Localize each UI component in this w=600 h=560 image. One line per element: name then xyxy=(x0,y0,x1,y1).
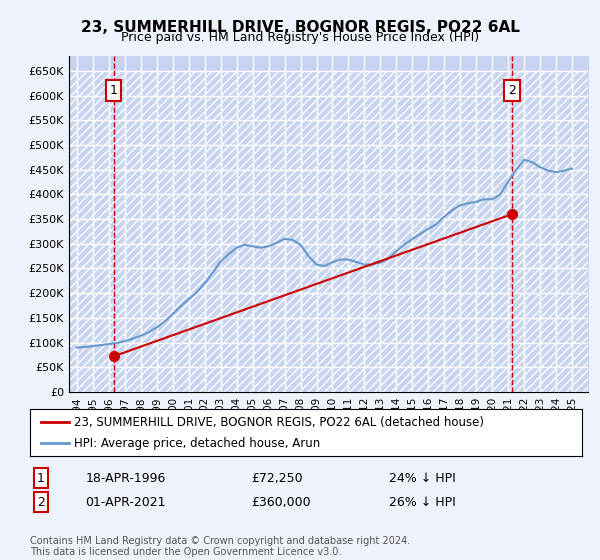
Text: £72,250: £72,250 xyxy=(251,472,302,484)
Text: 18-APR-1996: 18-APR-1996 xyxy=(85,472,166,484)
Text: £360,000: £360,000 xyxy=(251,496,310,508)
Text: 1: 1 xyxy=(37,472,45,484)
Text: 01-APR-2021: 01-APR-2021 xyxy=(85,496,166,508)
Text: 24% ↓ HPI: 24% ↓ HPI xyxy=(389,472,455,484)
Text: 23, SUMMERHILL DRIVE, BOGNOR REGIS, PO22 6AL (detached house): 23, SUMMERHILL DRIVE, BOGNOR REGIS, PO22… xyxy=(74,416,484,428)
Text: 23, SUMMERHILL DRIVE, BOGNOR REGIS, PO22 6AL: 23, SUMMERHILL DRIVE, BOGNOR REGIS, PO22… xyxy=(80,20,520,35)
Text: Price paid vs. HM Land Registry's House Price Index (HPI): Price paid vs. HM Land Registry's House … xyxy=(121,31,479,44)
Text: 1: 1 xyxy=(110,84,118,97)
Text: 26% ↓ HPI: 26% ↓ HPI xyxy=(389,496,455,508)
Text: HPI: Average price, detached house, Arun: HPI: Average price, detached house, Arun xyxy=(74,437,320,450)
Text: Contains HM Land Registry data © Crown copyright and database right 2024.
This d: Contains HM Land Registry data © Crown c… xyxy=(30,535,410,557)
Text: 2: 2 xyxy=(37,496,45,508)
Text: 2: 2 xyxy=(508,84,516,97)
